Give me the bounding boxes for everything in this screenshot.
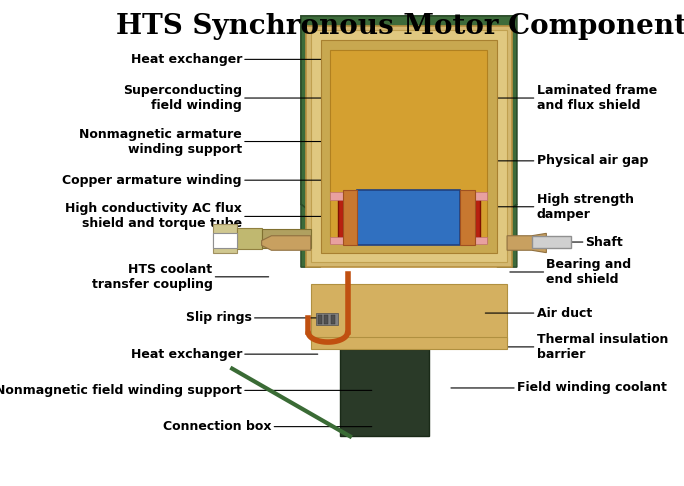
Bar [338, 230, 480, 241]
Polygon shape [301, 204, 321, 267]
Text: Field winding coolant: Field winding coolant [451, 382, 667, 395]
Bar [340, 349, 429, 436]
Text: Thermal insulation
barrier: Thermal insulation barrier [486, 333, 668, 361]
Bar [315, 313, 338, 325]
Bar [343, 200, 475, 236]
Bar [324, 314, 328, 324]
Bar [460, 190, 475, 245]
Bar [311, 31, 507, 262]
Text: Physical air gap: Physical air gap [490, 155, 648, 167]
Bar [306, 26, 512, 267]
Bar [357, 190, 460, 245]
Bar [311, 284, 507, 342]
Text: Nonmagnetic field winding support: Nonmagnetic field winding support [0, 384, 372, 397]
Text: Heat exchanger: Heat exchanger [131, 347, 318, 361]
Polygon shape [301, 16, 517, 219]
Bar [343, 190, 357, 245]
Text: Air duct: Air duct [486, 307, 592, 320]
Bar [311, 337, 507, 349]
Bar [330, 192, 488, 200]
Bar [213, 233, 237, 248]
Text: Superconducting
field winding: Superconducting field winding [123, 84, 328, 112]
Bar [531, 236, 571, 248]
Text: HTS coolant
transfer coupling: HTS coolant transfer coupling [92, 263, 269, 291]
Bar [338, 195, 480, 241]
Bar [321, 40, 497, 253]
Polygon shape [497, 204, 517, 267]
Text: Connection box: Connection box [163, 420, 372, 433]
Bar [318, 314, 322, 324]
Text: HTS Synchronous Motor Components: HTS Synchronous Motor Components [116, 14, 684, 40]
Bar [261, 228, 311, 248]
Bar [237, 227, 261, 249]
Text: Nonmagnetic armature
winding support: Nonmagnetic armature winding support [79, 127, 337, 156]
Text: Laminated frame
and flux shield: Laminated frame and flux shield [471, 84, 657, 112]
Text: High conductivity AC flux
shield and torque tube: High conductivity AC flux shield and tor… [65, 203, 342, 230]
Bar [330, 50, 488, 243]
Text: Bearing and
end shield: Bearing and end shield [510, 258, 631, 286]
Bar [338, 196, 480, 207]
Text: High strength
damper: High strength damper [486, 193, 633, 221]
Text: Copper armature winding: Copper armature winding [62, 174, 347, 187]
Polygon shape [507, 233, 547, 253]
Text: Slip rings: Slip rings [186, 312, 323, 324]
Text: Heat exchanger: Heat exchanger [131, 53, 352, 66]
Text: Shaft: Shaft [559, 236, 623, 248]
Bar [213, 224, 237, 253]
Bar [330, 237, 488, 244]
Polygon shape [261, 236, 311, 250]
Bar [331, 314, 334, 324]
